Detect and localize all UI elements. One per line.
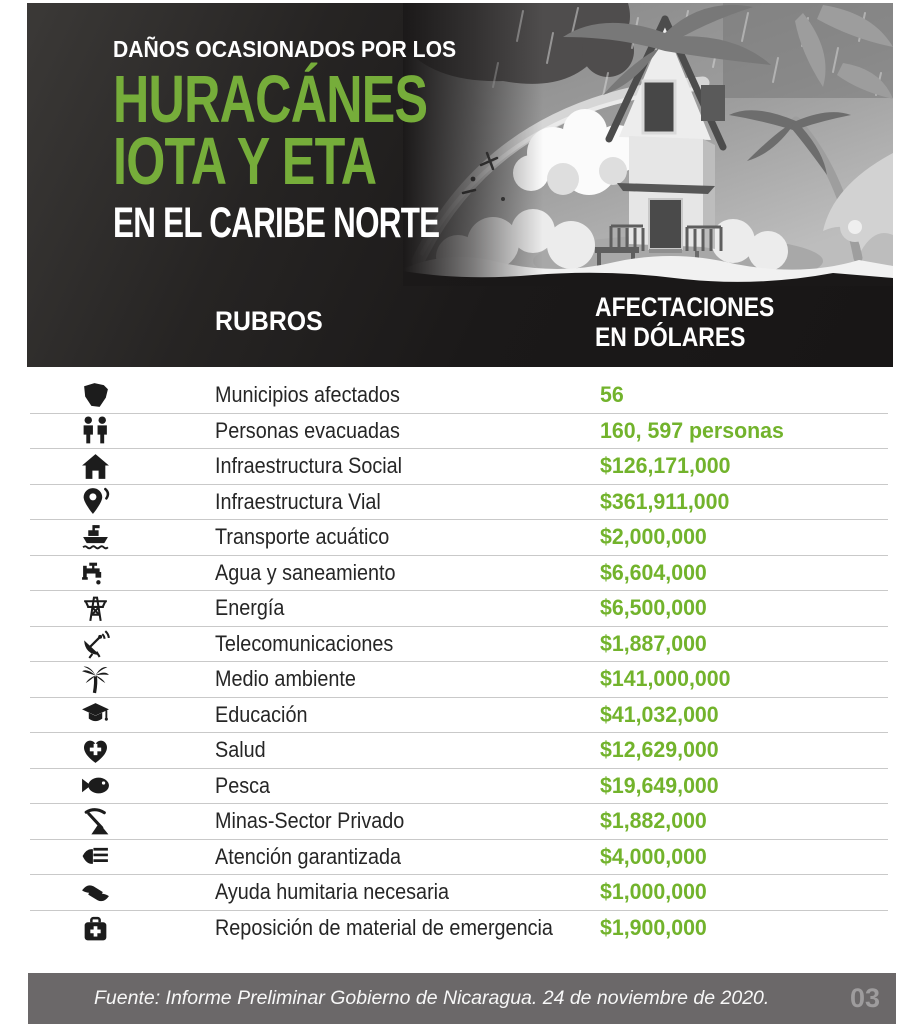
row-value: $1,887,000 <box>600 630 707 656</box>
row-label: Minas-Sector Privado <box>215 808 405 834</box>
row-value: $1,900,000 <box>600 915 707 941</box>
row-label: Transporte acuático <box>215 524 390 550</box>
row-value: 160, 597 personas <box>600 417 784 443</box>
table-row: Minas-Sector Privado $1,882,000 <box>30 804 888 840</box>
first-aid-icon <box>30 913 215 944</box>
header-title-line1: HURACÁNES <box>113 62 428 137</box>
table-row: Infraestructura Vial $361,911,000 <box>30 485 888 520</box>
page-number: 03 <box>849 983 880 1013</box>
column-header-rubros: RUBROS <box>215 306 323 336</box>
table-row: Ayuda humitaria necesaria $1,000,000 <box>30 875 888 911</box>
table-row: Transporte acuático $2,000,000 <box>30 520 888 556</box>
row-value: $141,000,000 <box>600 666 731 692</box>
table-row: Municipios afectados 56 <box>30 378 888 414</box>
table-row: Educación $41,032,000 <box>30 698 888 733</box>
table-row: Telecomunicaciones $1,887,000 <box>30 627 888 662</box>
heart-cross-icon <box>30 735 215 766</box>
row-value: $4,000,000 <box>600 843 707 869</box>
row-label: Energía <box>215 595 285 621</box>
row-label: Pesca <box>215 772 271 798</box>
row-label: Personas evacuadas <box>215 417 400 443</box>
row-label: Ayuda humitaria necesaria <box>215 879 450 905</box>
column-header-afectaciones-line2: EN DÓLARES <box>595 322 746 353</box>
row-value: $2,000,000 <box>600 524 707 550</box>
table-row: Atención garantizada $4,000,000 <box>30 840 888 875</box>
row-value: $19,649,000 <box>600 772 719 798</box>
money-hand-icon <box>30 841 215 872</box>
row-label: Agua y saneamiento <box>215 559 396 585</box>
row-label: Infraestructura Social <box>215 453 403 479</box>
row-value: $361,911,000 <box>600 488 730 514</box>
mining-icon <box>30 806 215 837</box>
table-row: Salud $12,629,000 <box>30 733 888 769</box>
helping-hands-icon <box>30 877 215 908</box>
people-icon <box>30 415 215 446</box>
row-value: $6,604,000 <box>600 559 707 585</box>
header-subtitle: EN EL CARIBE NORTE <box>113 198 440 247</box>
damages-table: Municipios afectados 56 Personas evacuadas… <box>30 378 888 946</box>
ship-icon <box>30 522 215 553</box>
row-label: Telecomunicaciones <box>215 630 394 656</box>
hurricane-house-illustration <box>403 3 893 286</box>
row-label: Salud <box>215 737 266 763</box>
row-value: $1,000,000 <box>600 879 707 905</box>
header-title-block: DAÑOS OCASIONADOS POR LOS HURACÁNES IOTA… <box>113 36 560 245</box>
header-band: DAÑOS OCASIONADOS POR LOS HURACÁNES IOTA… <box>27 3 893 367</box>
fish-icon <box>30 770 215 801</box>
map-pin-icon <box>30 486 215 517</box>
row-label: Atención garantizada <box>215 843 402 869</box>
source-note: Fuente: Informe Preliminar Gobierno de N… <box>94 987 770 1009</box>
header-title-line2: IOTA Y ETA <box>113 124 377 200</box>
nicaragua-map-icon <box>30 380 215 411</box>
row-label: Medio ambiente <box>215 666 356 692</box>
table-row: Energía $6,500,000 <box>30 591 888 627</box>
house <box>595 15 727 275</box>
row-value: $41,032,000 <box>600 701 719 727</box>
header-kicker: DAÑOS OCASIONADOS POR LOS <box>113 36 457 62</box>
row-label: Infraestructura Vial <box>215 488 381 514</box>
table-row: Infraestructura Social $126,171,000 <box>30 449 888 485</box>
row-value: $12,629,000 <box>600 737 719 763</box>
row-label: Reposición de material de emergencia <box>215 915 553 941</box>
palm-tree-icon <box>30 664 215 695</box>
satellite-dish-icon <box>30 628 215 659</box>
row-label: Educación <box>215 701 308 727</box>
graduation-cap-icon <box>30 699 215 730</box>
table-row: Agua y saneamiento $6,604,000 <box>30 556 888 591</box>
faucet-icon <box>30 557 215 588</box>
table-row: Reposición de material de emergencia $1,9… <box>30 911 888 947</box>
row-label: Municipios afectados <box>215 382 400 408</box>
column-header-afectaciones-line1: AFECTACIONES <box>595 292 775 322</box>
row-value: $126,171,000 <box>600 453 731 479</box>
table-row: Medio ambiente $141,000,000 <box>30 662 888 698</box>
footer-bar: Fuente: Informe Preliminar Gobierno de N… <box>28 973 896 1024</box>
column-header-afectaciones: AFECTACIONES EN DÓLARES <box>595 292 774 352</box>
row-value: 56 <box>600 382 624 408</box>
row-value: $6,500,000 <box>600 595 707 621</box>
table-row: Personas evacuadas 160, 597 personas <box>30 414 888 449</box>
house-icon <box>30 451 215 482</box>
table-row: Pesca $19,649,000 <box>30 769 888 804</box>
power-tower-icon <box>30 593 215 624</box>
row-value: $1,882,000 <box>600 808 707 834</box>
